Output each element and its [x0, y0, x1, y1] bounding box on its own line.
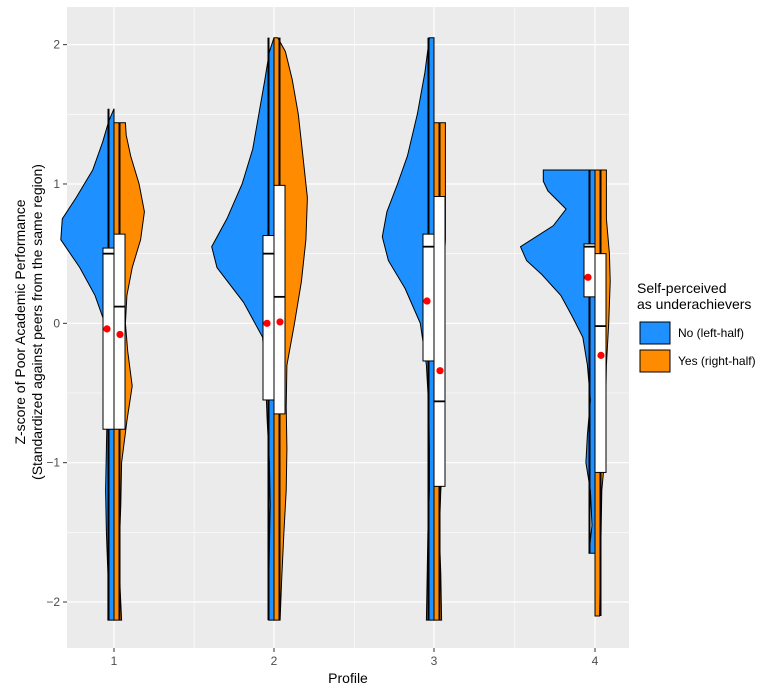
y-tick-label: 0	[53, 316, 60, 330]
boxplot-box	[594, 253, 607, 473]
boxplot-box	[433, 196, 446, 487]
means-layer	[103, 273, 605, 375]
minor-gridlines	[67, 7, 629, 648]
plot-panel	[67, 7, 629, 648]
y-tick-label: −1	[46, 456, 60, 470]
y-axis-title-line1: Z-score of Poor Academic Performance	[12, 199, 28, 444]
x-tick-label: 2	[271, 654, 278, 668]
x-axis: 1 2 3 4	[111, 648, 599, 668]
y-tick-label: 2	[53, 38, 60, 52]
x-axis-title: Profile	[328, 670, 368, 686]
mean-point	[584, 273, 592, 281]
mean-point	[263, 319, 271, 327]
boxplot-box	[102, 247, 115, 430]
mean-point	[116, 330, 124, 339]
legend-key-yes	[639, 349, 671, 373]
boxplot-box	[273, 184, 286, 415]
legend-label-yes: Yes (right-half)	[678, 354, 756, 368]
y-tick-label: 1	[53, 177, 60, 191]
mean-point	[423, 297, 431, 305]
boxplot-box	[422, 233, 435, 362]
x-tick-label: 1	[111, 654, 118, 668]
y-axis-title-line2: (Standardized against peers from the sam…	[29, 164, 45, 480]
legend-key-no	[639, 321, 671, 345]
mean-point	[436, 367, 444, 375]
legend-title-line2: as underachievers	[637, 296, 751, 312]
y-axis: 2 1 0 −1 −2	[46, 38, 67, 609]
mean-point	[276, 318, 284, 326]
mean-point	[103, 325, 111, 333]
x-tick-label: 3	[431, 654, 438, 668]
violin-half-profile-2-right	[273, 37, 308, 621]
y-tick-label: −2	[46, 595, 60, 609]
legend-title-line1: Self-perceived	[637, 280, 727, 296]
violin-half-profile-1-left	[60, 108, 115, 621]
x-tick-label: 4	[592, 654, 599, 668]
boxplot-box	[583, 243, 596, 298]
violin-half-profile-2-left	[211, 37, 275, 621]
boxplot-box	[262, 235, 275, 401]
legend-label-no: No (left-half)	[678, 326, 744, 340]
legend: Self-perceived as underachievers No (lef…	[637, 280, 756, 373]
mean-point	[597, 351, 605, 359]
